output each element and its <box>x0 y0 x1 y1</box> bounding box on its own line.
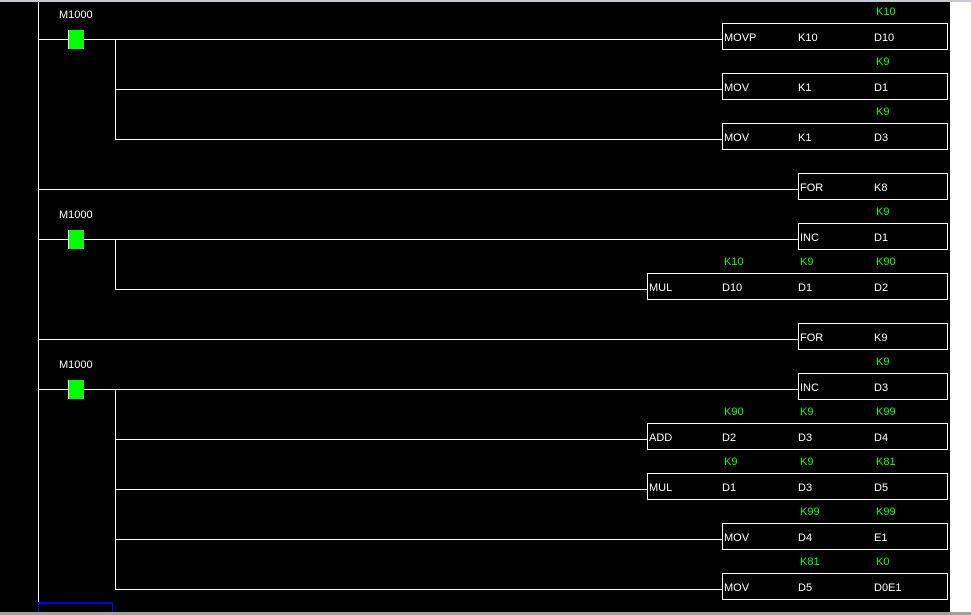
instruction-box-movp[interactable] <box>722 23 948 50</box>
monitor-value: K9 <box>800 256 814 268</box>
monitor-value: K9 <box>800 456 814 468</box>
instruction-operand: D1 <box>874 232 889 244</box>
contact-label: M1000 <box>59 359 93 371</box>
instruction-operand: D10 <box>722 282 743 294</box>
instruction-operand: K1 <box>798 132 812 144</box>
instruction-box-mov[interactable] <box>722 523 948 550</box>
monitor-value: K9 <box>724 456 738 468</box>
instruction-box-mov[interactable] <box>722 73 948 100</box>
monitor-value: K99 <box>876 506 896 518</box>
monitor-value: K90 <box>724 406 744 418</box>
instruction-operand: D5 <box>874 482 889 494</box>
instruction-op: MUL <box>649 282 673 294</box>
instruction-box-inc[interactable] <box>798 223 948 250</box>
instruction-op: INC <box>800 382 819 394</box>
instruction-operand: D1 <box>798 282 813 294</box>
instruction-operand: K1 <box>798 82 812 94</box>
ladder-diagram-canvas[interactable]: M1000 MOVP K10 D10 K10 MOV K1 D1 K9 MOV K1 D3 K9 FOR K… <box>0 2 950 612</box>
instruction-box-mul[interactable] <box>647 273 948 300</box>
instruction-operand: D3 <box>874 382 889 394</box>
monitor-value: K9 <box>800 406 814 418</box>
edit-cursor[interactable] <box>38 602 113 612</box>
instruction-op: MUL <box>649 482 673 494</box>
instruction-operand: D10 <box>874 32 895 44</box>
instruction-operand: D3 <box>798 482 813 494</box>
instruction-operand: D3 <box>798 432 813 444</box>
contact-m1000-on <box>69 30 84 49</box>
monitor-value: K9 <box>876 106 890 118</box>
instruction-box-inc[interactable] <box>798 373 948 400</box>
monitor-value: K99 <box>876 406 896 418</box>
instruction-operand: K9 <box>874 332 888 344</box>
contact-label: M1000 <box>59 9 93 21</box>
instruction-op: MOV <box>724 532 750 544</box>
instruction-operand: D2 <box>722 432 737 444</box>
contact-m1000-on <box>69 380 84 399</box>
instruction-op: FOR <box>800 332 824 344</box>
monitor-value: K9 <box>876 56 890 68</box>
instruction-op: FOR <box>800 182 824 194</box>
instruction-box-mul[interactable] <box>647 473 948 500</box>
instruction-op: INC <box>800 232 819 244</box>
monitor-value: K0 <box>876 556 890 568</box>
instruction-box-add[interactable] <box>647 423 948 450</box>
instruction-op: MOV <box>724 582 750 594</box>
monitor-value: K9 <box>876 206 890 218</box>
monitor-value: K81 <box>876 456 896 468</box>
instruction-operand: D4 <box>874 432 889 444</box>
instruction-operand: E1 <box>874 532 888 544</box>
instruction-box-mov[interactable] <box>722 573 948 600</box>
ladder-wires <box>38 2 948 612</box>
instruction-op: MOV <box>724 132 750 144</box>
contact-label: M1000 <box>59 209 93 221</box>
monitor-value: K9 <box>876 356 890 368</box>
instruction-box-mov[interactable] <box>722 123 948 150</box>
monitor-value: K10 <box>724 256 744 268</box>
horizontal-scrollbar[interactable] <box>0 612 971 615</box>
instruction-operand: D0E1 <box>874 582 902 594</box>
instruction-operand: K8 <box>874 182 888 194</box>
monitor-value: K81 <box>800 556 820 568</box>
instruction-op: MOV <box>724 82 750 94</box>
instruction-op: ADD <box>649 432 673 444</box>
instruction-box-for[interactable] <box>798 173 948 200</box>
instruction-box-for[interactable] <box>798 323 948 350</box>
monitor-value: K99 <box>800 506 820 518</box>
instruction-operand: D4 <box>798 532 813 544</box>
instruction-operand: D3 <box>874 132 889 144</box>
window-top-border <box>0 0 971 2</box>
instruction-operand: K10 <box>798 32 818 44</box>
monitor-value: K90 <box>876 256 896 268</box>
instruction-op: MOVP <box>724 32 757 44</box>
instruction-operand: D1 <box>874 82 889 94</box>
instruction-operand: D1 <box>722 482 737 494</box>
contact-m1000-on <box>69 230 84 249</box>
instruction-operand: D2 <box>874 282 889 294</box>
instruction-operand: D5 <box>798 582 813 594</box>
monitor-value: K10 <box>876 6 896 18</box>
